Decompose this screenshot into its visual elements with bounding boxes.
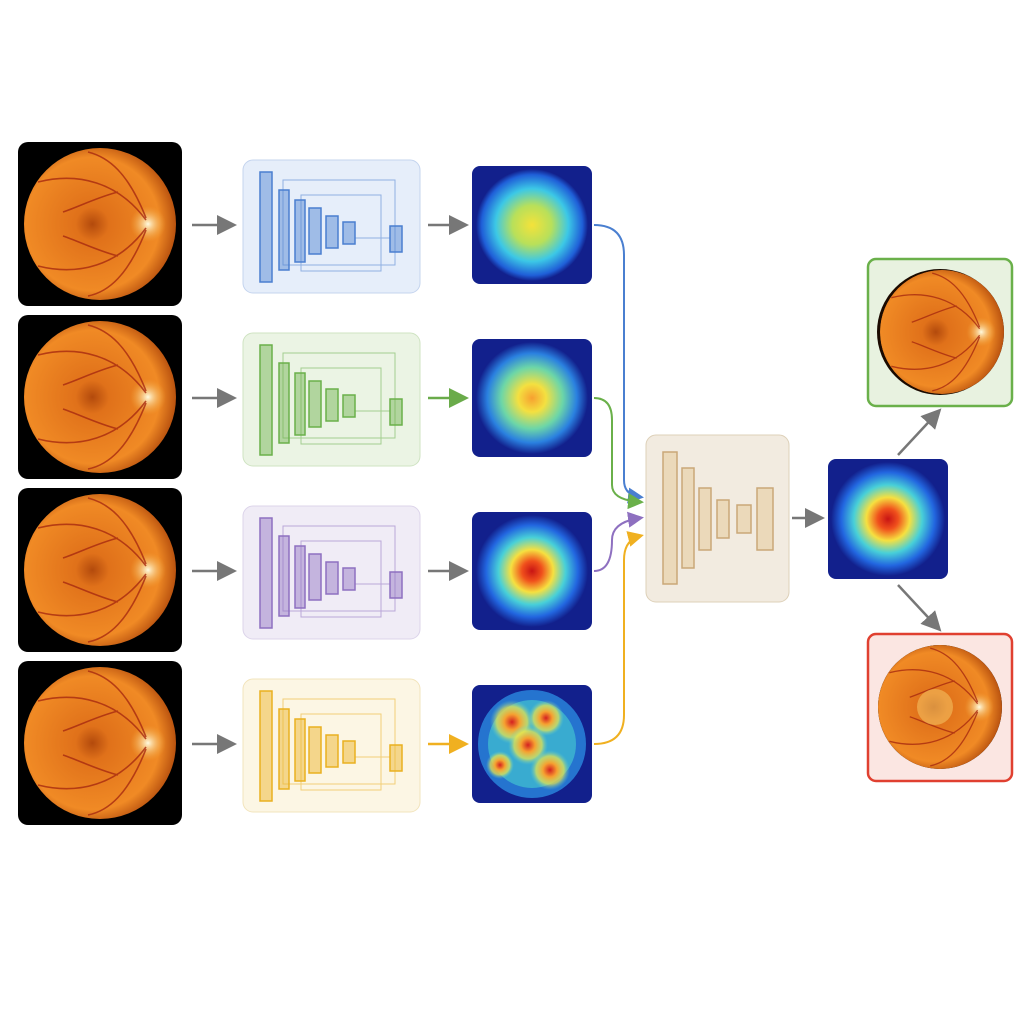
- heatmaps: [472, 166, 592, 803]
- heatmap: [476, 169, 588, 281]
- arrow: [897, 408, 942, 456]
- connector: [593, 511, 644, 572]
- connector: [593, 531, 644, 745]
- heatmap: [476, 342, 588, 454]
- connector: [593, 397, 644, 510]
- output-heatmap: [831, 462, 945, 576]
- fundus-image: [18, 488, 182, 652]
- layer: [716, 499, 730, 539]
- encoders: [242, 159, 421, 813]
- layer: [681, 467, 695, 569]
- fusion-network: [662, 451, 774, 585]
- arrow: [897, 584, 942, 632]
- fundus-image: [18, 315, 182, 479]
- layer: [662, 451, 678, 585]
- heatmap-blob: [528, 700, 564, 736]
- inputs: [18, 142, 182, 825]
- heatmap-blob: [530, 750, 570, 790]
- layer: [698, 487, 712, 551]
- heatmap: [476, 515, 588, 627]
- heatmap-blob: [486, 751, 514, 779]
- lesion: [917, 689, 953, 725]
- fundus-image: [18, 142, 182, 306]
- layer: [736, 504, 752, 534]
- connectors: [593, 224, 644, 745]
- layer: [756, 487, 774, 551]
- connector: [593, 224, 644, 504]
- fundus-image: [18, 661, 182, 825]
- arrows: [192, 215, 942, 754]
